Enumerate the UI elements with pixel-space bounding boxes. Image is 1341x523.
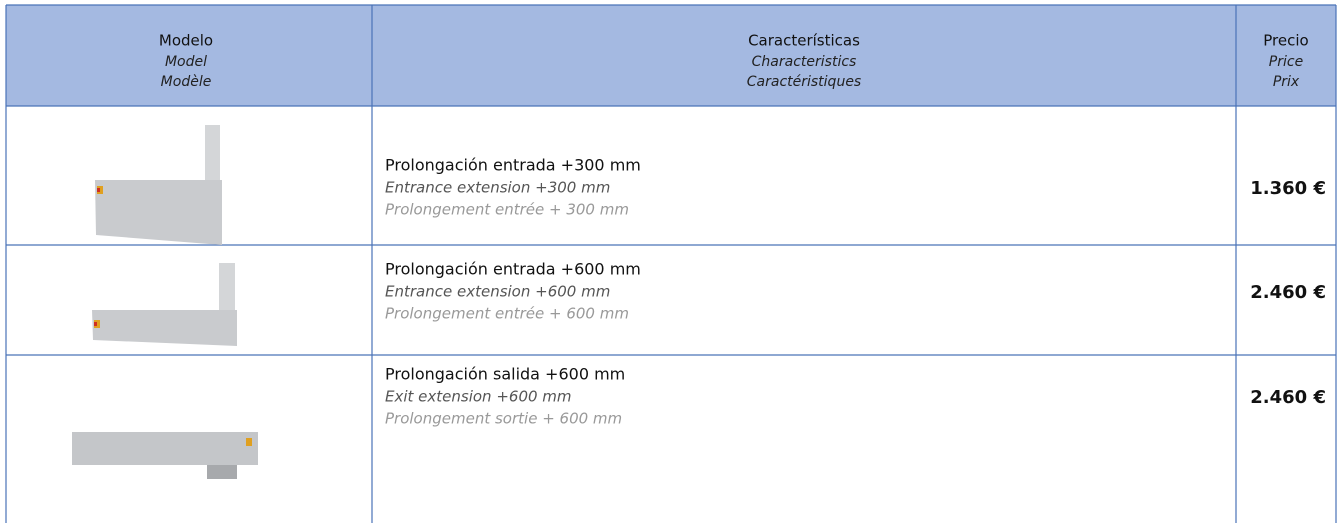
table-rules [5, 4, 1337, 523]
header-label: Características [748, 32, 860, 50]
header-label-fr: Prix [1273, 74, 1300, 90]
description-es: Prolongación entrada +300 mm [385, 156, 641, 175]
product-image [72, 432, 258, 479]
header-label: Precio [1263, 32, 1308, 50]
product-image [92, 263, 237, 346]
header-label-fr: Caractéristiques [747, 74, 861, 90]
header-row: Modelo Model Modèle Características Characte… [159, 32, 1309, 91]
description-es: Prolongación salida +600 mm [385, 365, 625, 384]
header-label-en: Model [165, 54, 207, 70]
description-en: Exit extension +600 mm [385, 388, 572, 406]
description-en: Entrance extension +600 mm [385, 283, 610, 301]
header-background [6, 5, 1336, 106]
header-label-en: Price [1269, 54, 1303, 70]
header-label-fr: Modèle [161, 74, 212, 90]
description-fr: Prolongement sortie + 600 mm [385, 410, 622, 428]
price: 2.460 € [1250, 387, 1326, 408]
price: 1.360 € [1250, 178, 1326, 199]
body-rows: Prolongación entrada +300 mm Entrance ext… [385, 156, 1326, 428]
description-es: Prolongación entrada +600 mm [385, 260, 641, 279]
header-label-en: Characteristics [752, 54, 857, 70]
product-image [95, 125, 222, 245]
description-en: Entrance extension +300 mm [385, 179, 610, 197]
price: 2.460 € [1250, 282, 1326, 303]
description-fr: Prolongement entrée + 600 mm [385, 305, 629, 323]
header-label: Modelo [159, 32, 213, 50]
description-fr: Prolongement entrée + 300 mm [385, 201, 629, 219]
